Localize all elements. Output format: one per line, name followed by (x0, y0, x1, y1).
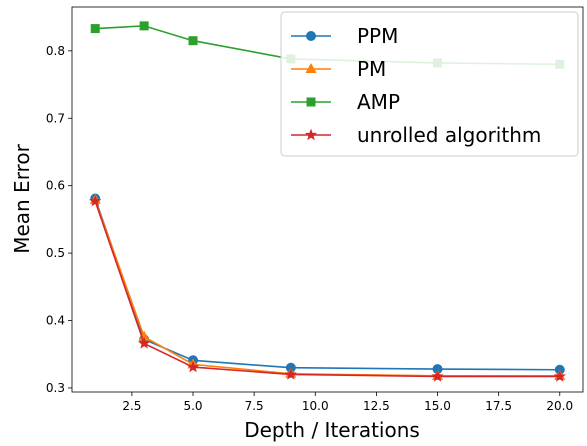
series-line-unrolled-algorithm (94, 200, 560, 378)
y-tick-label: 0.3 (46, 381, 65, 395)
x-tick-label: 2.5 (122, 399, 141, 413)
legend-entry-pm: PM (291, 57, 386, 81)
legend-label-amp: AMP (357, 90, 400, 114)
y-tick-label: 0.7 (46, 111, 65, 125)
data-point-amp (90, 24, 100, 34)
x-tick-label: 5.0 (183, 399, 202, 413)
x-tick-label: 10.0 (302, 399, 329, 413)
y-tick-label: 0.4 (46, 314, 65, 328)
data-point-amp (188, 36, 198, 46)
data-point-amp (139, 21, 149, 31)
x-tick-label: 15.0 (424, 399, 451, 413)
plot-frame (71, 6, 584, 393)
y-tick-label: 0.6 (46, 179, 65, 193)
legend-marker-ppm (306, 31, 316, 41)
legend-marker-unrolled-algorithm (304, 128, 318, 141)
data-point-unrolled-algorithm (138, 337, 151, 349)
data-point-unrolled-algorithm (431, 370, 444, 382)
legend: PPM PM AMP unrolled algorithm (280, 11, 579, 157)
data-point-unrolled-algorithm (284, 368, 297, 380)
y-tick-label: 0.5 (46, 246, 65, 260)
legend-marker-pm (305, 62, 317, 73)
legend-entry-amp: AMP (291, 90, 400, 114)
x-tick-label: 20.0 (546, 399, 573, 413)
legend-label-unrolled-algorithm: unrolled algorithm (357, 123, 541, 147)
y-tick-label: 0.8 (46, 44, 65, 58)
x-axis-ticks: 2.5 5.0 7.5 10.0 12.5 15.0 17.5 20.0 (122, 392, 573, 413)
legend-marker-amp (306, 97, 316, 107)
series-layer (89, 21, 566, 382)
legend-entry-ppm: PPM (291, 24, 398, 48)
legend-label-pm: PM (357, 57, 386, 81)
data-point-unrolled-algorithm (186, 360, 200, 373)
legend-label-ppm: PPM (357, 24, 398, 48)
series-unrolled-algorithm (89, 194, 566, 382)
x-tick-label: 7.5 (245, 399, 264, 413)
legend-box (280, 11, 579, 157)
legend-entry-unrolled-algorithm: unrolled algorithm (291, 123, 541, 147)
y-axis-label: Mean Error (10, 143, 34, 253)
x-tick-label: 12.5 (363, 399, 390, 413)
x-axis-label: Depth / Iterations (244, 418, 420, 442)
x-tick-label: 17.5 (485, 399, 512, 413)
y-axis-ticks: 0.3 0.4 0.5 0.6 0.7 0.8 (46, 44, 72, 395)
data-point-unrolled-algorithm (89, 194, 102, 207)
data-point-unrolled-algorithm (553, 370, 566, 382)
